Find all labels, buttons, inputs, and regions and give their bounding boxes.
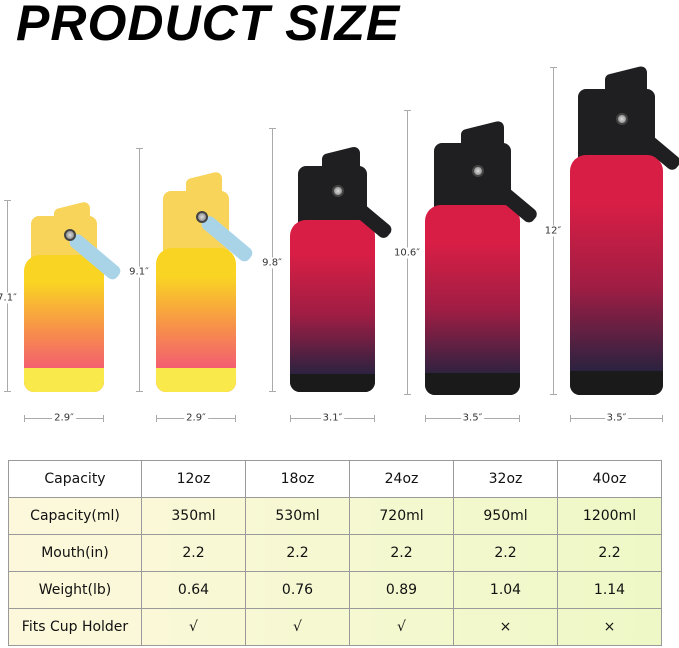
bottle-body (425, 205, 520, 395)
table-cell: 720ml (349, 497, 454, 535)
height-label: 12″ (542, 225, 564, 237)
table-cell: 32oz (453, 460, 558, 498)
width-label: 3.5″ (460, 412, 485, 424)
table-cell: Capacity (8, 460, 142, 498)
width-label: 2.9″ (52, 412, 76, 424)
bottle-knob (616, 112, 629, 125)
table-cell: 350ml (141, 497, 246, 535)
table-cell: 24oz (349, 460, 454, 498)
width-label: 2.9″ (184, 412, 208, 424)
page-title: PRODUCT SIZE (16, 0, 401, 51)
height-label: 10.6″ (391, 247, 423, 259)
table-cell: 1.04 (453, 571, 558, 609)
table-cell: 1200ml (557, 497, 662, 535)
table-cell: 950ml (453, 497, 558, 535)
table-cell: 1.14 (557, 571, 662, 609)
bottle-knob (472, 165, 485, 177)
table-cell: 40oz (557, 460, 662, 498)
table-cell: 530ml (245, 497, 350, 535)
table-cell: 2.2 (349, 534, 454, 572)
bottle-base (24, 368, 104, 392)
table-cell: × (557, 608, 662, 646)
table-cell: 2.2 (141, 534, 246, 572)
table-cell: 0.89 (349, 571, 454, 609)
table-cell: 0.76 (245, 571, 350, 609)
table-cell: √ (245, 608, 350, 646)
table-cell: 18oz (245, 460, 350, 498)
table-cell: Mouth(in) (8, 534, 142, 572)
table-row: Capacity(ml) 350ml 530ml 720ml 950ml 1200ml (8, 497, 662, 535)
bottle-knob (332, 184, 345, 197)
table-cell: 2.2 (557, 534, 662, 572)
bottle-knob (63, 229, 76, 242)
bottle-base (156, 368, 236, 392)
table-cell: Weight(lb) (8, 571, 142, 609)
bottle-base (425, 373, 520, 395)
bottle-knob (195, 211, 208, 224)
table-cell: Fits Cup Holder (8, 608, 142, 646)
width-label: 3.5″ (604, 412, 629, 424)
bottle-body (570, 155, 663, 395)
height-label: 7.1″ (0, 292, 19, 304)
table-row: Weight(lb) 0.64 0.76 0.89 1.04 1.14 (8, 571, 662, 609)
table-cell: √ (349, 608, 454, 646)
table-cell: × (453, 608, 558, 646)
table-header-row: Capacity 12oz 18oz 24oz 32oz 40oz (8, 460, 662, 498)
height-label: 9.1″ (127, 266, 151, 278)
table-cell: 2.2 (453, 534, 558, 572)
table-row: Mouth(in) 2.2 2.2 2.2 2.2 2.2 (8, 534, 662, 572)
width-label: 3.1″ (320, 412, 345, 424)
bottle-base (570, 371, 663, 395)
size-table: Capacity 12oz 18oz 24oz 32oz 40oz Capaci… (8, 460, 662, 646)
height-label: 9.8″ (260, 257, 284, 269)
table-cell: √ (141, 608, 246, 646)
table-cell: Capacity(ml) (8, 497, 142, 535)
table-cell: 12oz (141, 460, 246, 498)
table-row: Fits Cup Holder √ √ √ × × (8, 608, 662, 646)
table-cell: 0.64 (141, 571, 246, 609)
table-cell: 2.2 (245, 534, 350, 572)
bottle-base (290, 374, 375, 392)
bottle-body (290, 220, 375, 392)
